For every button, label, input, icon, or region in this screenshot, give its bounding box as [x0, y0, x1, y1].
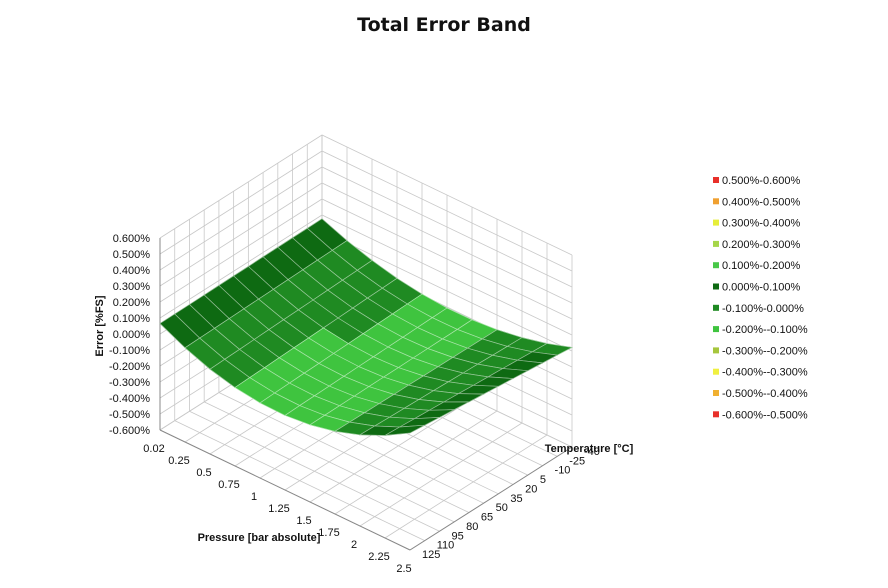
legend-label: 0.500%-0.600%: [722, 175, 800, 187]
pressure-tick-label: 2: [351, 539, 357, 551]
temperature-tick-label: 35: [510, 493, 522, 505]
z-tick-label: -0.200%: [109, 361, 150, 373]
legend-label: 0.300%-0.400%: [722, 218, 800, 230]
chart-title: Total Error Band: [357, 14, 531, 36]
z-tick-label: -0.300%: [109, 377, 150, 389]
axis-line: [409, 446, 573, 551]
pressure-tick-label: 0.02: [143, 443, 164, 455]
y-axis-title: Temperature [°C]: [545, 443, 634, 455]
temperature-tick-label: -25: [569, 455, 585, 467]
x-axis-title: Pressure [bar absolute]: [198, 532, 321, 544]
pressure-tick-label: 0.75: [218, 479, 239, 491]
z-tick-label: 0.200%: [113, 297, 151, 309]
z-tick-label: -0.400%: [109, 393, 150, 405]
z-axis-title: Error [%FS]: [94, 295, 106, 356]
legend-label: -0.100%-0.000%: [722, 303, 804, 315]
legend-swatch: [713, 219, 719, 226]
legend-swatch: [713, 240, 719, 247]
legend: 0.500%-0.600% 0.400%-0.500% 0.300%-0.400% 0…: [713, 175, 808, 421]
temperature-tick-label: 20: [525, 483, 537, 495]
temperature-tick-label: 5: [540, 474, 546, 486]
legend-swatch: [713, 283, 719, 290]
temperature-tick-label: -10: [555, 465, 571, 477]
z-tick-label: 0.400%: [113, 265, 151, 277]
legend-swatch: [713, 198, 719, 205]
legend-swatch: [713, 304, 719, 311]
legend-swatch: [713, 411, 719, 418]
legend-label: -0.500%--0.400%: [722, 388, 808, 400]
pressure-tick-label: 1.25: [268, 503, 289, 515]
floor-grid-u: [309, 398, 473, 503]
pressure-tick-label: 1: [251, 491, 257, 503]
pressure-tick-label: 1.5: [296, 515, 311, 527]
z-tick-label: 0.500%: [113, 249, 151, 261]
z-tick-label: 0.300%: [113, 281, 151, 293]
pressure-tick-label: 0.25: [168, 455, 189, 467]
grid-line-z: [159, 150, 573, 272]
legend-label: -0.300%--0.200%: [722, 345, 808, 357]
legend-swatch: [713, 390, 719, 396]
temperature-tick-label: 95: [451, 530, 463, 542]
legend-label: 0.100%-0.200%: [722, 260, 800, 272]
temperature-tick-label: -40: [584, 446, 600, 458]
floor-grid-u: [384, 434, 548, 539]
temperature-tick-label: 125: [422, 549, 440, 561]
floor-grid-u: [334, 410, 498, 515]
pressure-tick-label: 0.5: [196, 467, 211, 479]
surface-mesh: [384, 424, 425, 436]
surface-plot: [159, 218, 574, 436]
legend-swatch: [713, 177, 719, 183]
legend-label: 0.400%-0.500%: [722, 196, 800, 208]
temperature-tick-label: 110: [437, 540, 455, 552]
pressure-tick-label: 2.5: [396, 563, 411, 575]
legend-swatch: [713, 262, 719, 269]
axis-ticks: 0.600% 0.500% 0.400% 0.300% 0.200% 0.100% 0.00…: [109, 233, 600, 575]
z-tick-label: -0.500%: [109, 409, 150, 421]
z-tick-label: 0.600%: [113, 233, 151, 245]
pressure-tick-label: 1.75: [318, 527, 339, 539]
legend-label: -0.200%--0.100%: [722, 324, 808, 336]
legend-swatch: [713, 347, 719, 354]
z-tick-label: 0.000%: [113, 329, 151, 341]
z-tick-label: 0.100%: [113, 313, 151, 325]
legend-label: 0.200%-0.300%: [722, 239, 800, 251]
grid-line-z: [159, 134, 573, 256]
z-tick-label: -0.100%: [109, 345, 150, 357]
axis-line: [159, 429, 411, 551]
legend-swatch: [713, 326, 719, 333]
temperature-tick-label: 80: [466, 521, 478, 533]
floor-grid-u: [359, 422, 523, 527]
temperature-tick-label: 50: [496, 502, 508, 514]
legend-swatch: [713, 368, 719, 375]
legend-label: -0.400%--0.300%: [722, 367, 808, 379]
legend-label: 0.000%-0.100%: [722, 282, 800, 294]
pressure-tick-label: 2.25: [368, 551, 389, 563]
temperature-tick-label: 65: [481, 512, 493, 524]
legend-label: -0.600%--0.500%: [722, 409, 808, 421]
z-tick-label: -0.600%: [109, 425, 150, 437]
